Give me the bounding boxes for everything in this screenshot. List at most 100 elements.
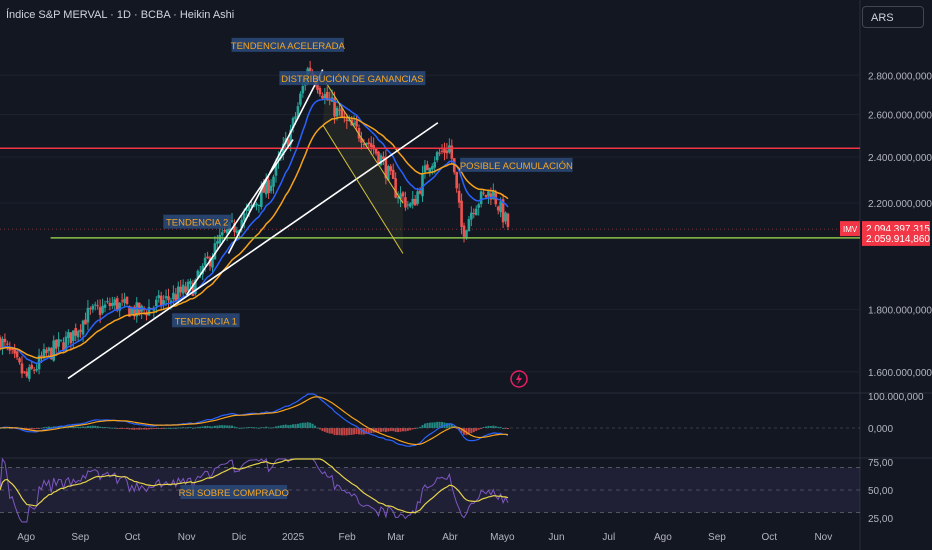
annotation-label: POSIBLE ACUMULACIÓN [460, 161, 573, 172]
candle-body [411, 198, 415, 205]
macd-histogram-bar [45, 426, 48, 428]
macd-histogram-bar [299, 423, 302, 428]
candle-body [235, 230, 239, 233]
candle-body [67, 332, 70, 339]
candle-body [474, 208, 478, 216]
rsi-ma-line [0, 458, 509, 514]
trendline[interactable] [322, 124, 404, 254]
candle-body [93, 304, 97, 306]
candle-body [225, 229, 229, 234]
macd-histogram-bar [404, 428, 407, 432]
candle-body [269, 185, 273, 192]
candle-body [421, 172, 424, 197]
macd-histogram-bar [377, 428, 380, 433]
candle-body [191, 282, 195, 297]
annotation-box[interactable] [180, 485, 288, 499]
macd-histogram-bar [147, 428, 150, 430]
macd-histogram-bar [189, 427, 192, 429]
annotation-box[interactable] [172, 313, 240, 328]
macd-histogram-bar [116, 428, 119, 429]
candle-body [345, 119, 349, 122]
macd-histogram-bar [389, 428, 392, 432]
annotation-box[interactable] [279, 71, 426, 86]
macd-histogram-bar [284, 424, 287, 428]
candle-body [489, 193, 493, 200]
candle-body [501, 199, 505, 223]
candle-body [245, 209, 248, 211]
macd-histogram-bar [326, 428, 329, 433]
macd-histogram-bar [323, 428, 326, 432]
macd-histogram-bar [243, 427, 246, 429]
macd-histogram-bar [118, 428, 121, 429]
time-tick-label: Nov [814, 532, 832, 543]
candle-body [262, 185, 266, 193]
macd-histogram-bar [133, 428, 136, 430]
price-tick-label: 1.600.000,000 [868, 368, 932, 379]
macd-histogram-bar [99, 426, 102, 428]
annotation-box[interactable] [460, 157, 573, 172]
candle-body [257, 204, 261, 207]
price-tick-label: 1.800.000,000 [868, 305, 932, 316]
candle-body [277, 157, 280, 162]
macd-histogram-bar [399, 428, 402, 432]
candle-body [240, 219, 244, 229]
lightning-bolt [516, 373, 522, 385]
macd-histogram-bar [213, 425, 216, 428]
candle-body [211, 257, 214, 268]
trendline[interactable] [185, 139, 294, 296]
annotation-label: TENDENCIA ACELERADA [231, 41, 346, 52]
macd-histogram-bar [306, 422, 309, 428]
candle-body [479, 191, 483, 205]
price-tick-label: 2.400.000,000 [868, 153, 932, 164]
macd-histogram-bar [414, 428, 417, 429]
candle-body [147, 307, 151, 316]
macd-histogram-bar [104, 427, 107, 429]
candle-body [79, 329, 82, 333]
candle-body [335, 107, 339, 117]
currency-button[interactable]: ARS [862, 6, 924, 28]
candle-body [167, 296, 170, 301]
macd-histogram-bar [333, 428, 336, 435]
candle-body [96, 305, 99, 307]
trendline[interactable] [227, 69, 324, 254]
macd-histogram-bar [336, 428, 339, 436]
trendline[interactable] [67, 122, 439, 380]
candle-body [252, 204, 256, 207]
candle-body [155, 299, 158, 307]
lightning-icon[interactable] [510, 370, 528, 388]
candle-body [98, 307, 102, 316]
candle-body [20, 363, 24, 374]
macd-histogram-bar [30, 428, 33, 430]
macd-histogram-bar [28, 428, 31, 430]
candle-body [274, 162, 278, 176]
candle-body [189, 280, 192, 284]
candle-body [460, 200, 463, 227]
annotation-box[interactable] [163, 214, 231, 229]
macd-histogram-bar [125, 428, 128, 429]
candle-body [179, 286, 183, 293]
candle-body [176, 286, 180, 300]
annotation-box[interactable] [231, 37, 345, 52]
macd-histogram-bar [348, 428, 351, 436]
candle-body [443, 148, 446, 153]
macd-histogram-bar [445, 423, 448, 428]
candle-body [233, 223, 236, 232]
candle-body [374, 148, 378, 154]
candle-body [299, 93, 302, 105]
macd-histogram-bar [484, 426, 487, 428]
candle-body [135, 302, 139, 317]
candle-body [198, 272, 202, 274]
macd-histogram-bar [262, 427, 265, 429]
time-tick-label: Mayo [490, 532, 515, 543]
candle-body [169, 300, 173, 303]
candle-body [216, 241, 219, 244]
candle-body [472, 212, 476, 214]
macd-histogram-bar [294, 424, 297, 428]
candle-body [32, 369, 36, 371]
candle-body [389, 166, 393, 171]
macd-histogram-bar [101, 426, 104, 428]
candle-body [291, 118, 295, 129]
trendline[interactable] [325, 82, 404, 204]
candle-body [467, 219, 471, 232]
